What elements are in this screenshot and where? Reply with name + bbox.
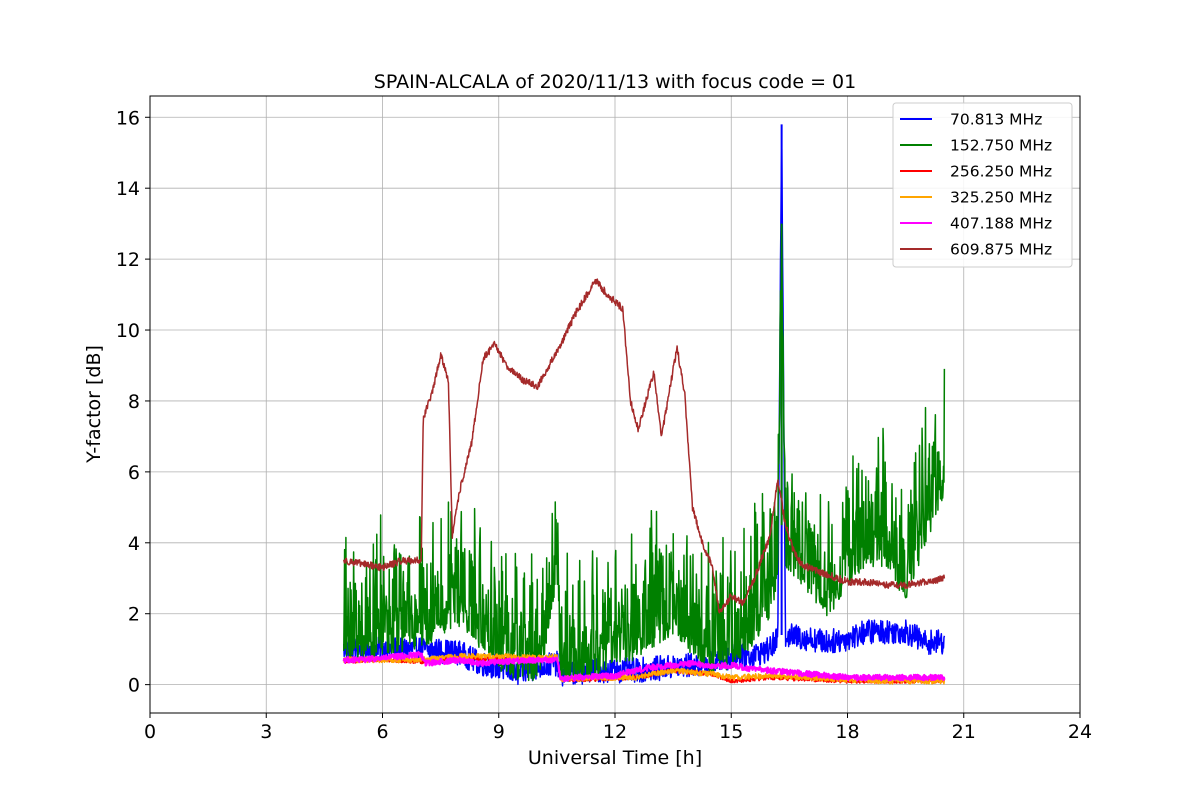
x-axis: 0 3 6 9 12 15 18 21 24 <box>144 713 1092 743</box>
legend-label: 407.188 MHz <box>950 215 1052 233</box>
series-line <box>343 652 946 685</box>
y-tick-label: 4 <box>128 533 140 555</box>
y-tick-label: 8 <box>128 391 140 413</box>
x-tick-label: 0 <box>144 721 156 743</box>
x-axis-label: Universal Time [h] <box>528 747 702 769</box>
x-tick-label: 21 <box>952 721 976 743</box>
series-line <box>343 240 946 682</box>
x-tick-label: 3 <box>260 721 272 743</box>
y-tick-label: 12 <box>116 249 140 271</box>
y-tick-label: 0 <box>128 675 140 697</box>
y-tick-label: 14 <box>116 178 140 200</box>
x-tick-label: 6 <box>376 721 388 743</box>
chart-title: SPAIN-ALCALA of 2020/11/13 with focus co… <box>374 71 856 93</box>
legend-label: 70.813 MHz <box>950 111 1042 129</box>
legend-label: 325.250 MHz <box>950 189 1052 207</box>
x-tick-label: 12 <box>603 721 627 743</box>
x-tick-label: 9 <box>493 721 505 743</box>
y-axis: 0 2 4 6 8 10 12 14 16 <box>116 107 150 697</box>
legend-label: 609.875 MHz <box>950 241 1052 259</box>
series-line <box>342 650 946 683</box>
y-tick-label: 16 <box>116 107 140 129</box>
x-tick-label: 15 <box>719 721 743 743</box>
x-tick-label: 18 <box>835 721 859 743</box>
legend: 70.813 MHz 152.750 MHz 256.250 MHz 325.250 … <box>892 102 1073 268</box>
x-tick-label: 24 <box>1068 721 1092 743</box>
legend-label: 256.250 MHz <box>950 163 1052 181</box>
y-tick-label: 6 <box>128 462 140 484</box>
y-tick-label: 2 <box>128 604 140 626</box>
series-layer <box>342 124 946 687</box>
series-line <box>343 278 946 614</box>
legend-label: 152.750 MHz <box>950 137 1052 155</box>
y-tick-label: 10 <box>116 320 140 342</box>
y-axis-label: Y-factor [dB] <box>83 345 105 464</box>
legend-box <box>892 102 1073 268</box>
